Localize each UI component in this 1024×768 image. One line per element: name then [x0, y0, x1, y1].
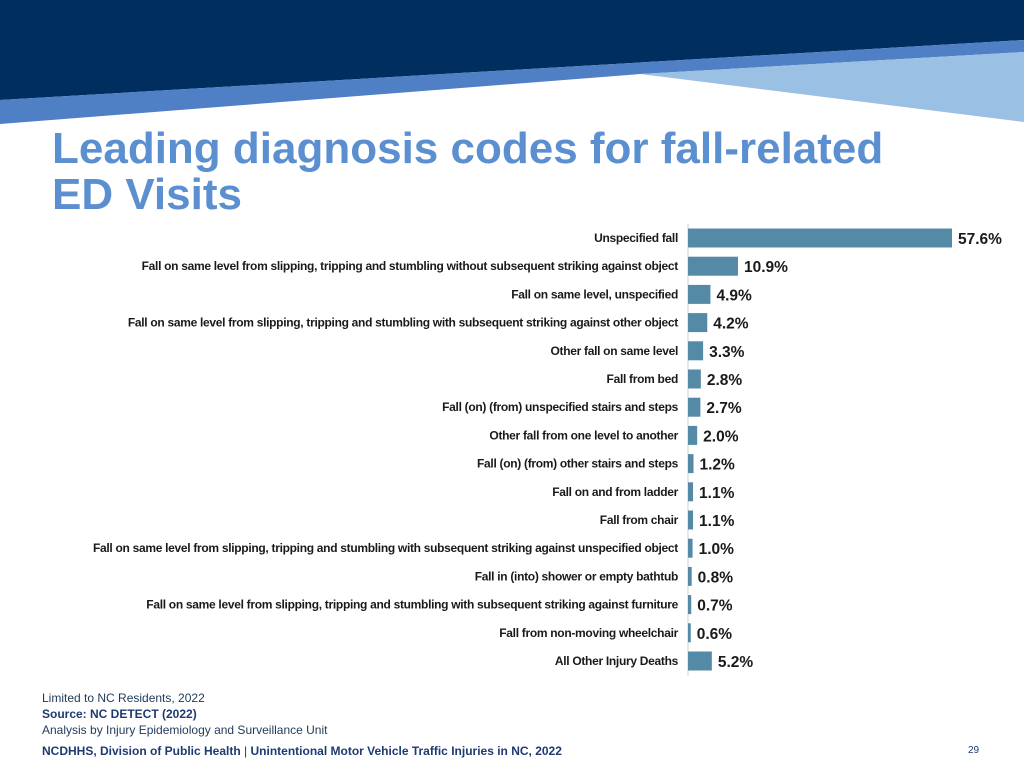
slide-title: Leading diagnosis codes for fall-related…: [52, 124, 884, 219]
value-label: 3.3%: [709, 344, 745, 361]
category-label: Other fall from one level to another: [489, 428, 678, 442]
category-label: Fall (on) (from) unspecified stairs and …: [442, 400, 678, 414]
bar: [688, 538, 693, 558]
category-label: Fall on same level from slipping, trippi…: [93, 541, 678, 555]
bar: [688, 313, 708, 333]
value-label: 4.2%: [713, 316, 749, 333]
value-label: 57.6%: [958, 231, 1002, 248]
category-label: Fall on same level from slipping, trippi…: [142, 259, 679, 273]
bar: [688, 256, 738, 276]
category-label: Fall on same level from slipping, trippi…: [128, 316, 678, 330]
bar: [688, 341, 704, 361]
bar: [688, 623, 691, 643]
bar: [688, 397, 701, 417]
value-label: 0.6%: [697, 626, 733, 643]
footer-org: NCDHHS, Division of Public Health: [42, 744, 241, 758]
bar: [688, 566, 692, 586]
value-label: 2.0%: [703, 428, 739, 445]
bar: [688, 595, 692, 615]
category-label: Fall from non-moving wheelchair: [499, 626, 678, 640]
bar: [688, 651, 712, 671]
category-label: Fall on and from ladder: [552, 485, 678, 499]
value-label: 1.2%: [700, 457, 736, 474]
category-label: Unspecified fall: [594, 231, 678, 245]
footer: NCDHHS, Division of Public Health | Unin…: [42, 744, 562, 758]
category-label: Other fall on same level: [550, 344, 678, 358]
bar: [688, 425, 698, 445]
bar: [688, 510, 694, 530]
category-label: Fall (on) (from) other stairs and steps: [477, 457, 679, 471]
footer-separator: |: [244, 744, 248, 758]
bars-layer: Unspecified fall 57.6% Fall on same level …: [93, 228, 1002, 671]
bar: [688, 284, 711, 304]
category-label: Fall on same level from slipping, trippi…: [146, 598, 678, 612]
bar: [688, 482, 694, 502]
bar: [688, 228, 952, 248]
bar: [688, 454, 694, 474]
page-number: 29: [968, 745, 980, 756]
bar-chart: Unspecified fall 57.6% Fall on same level …: [93, 224, 1002, 676]
category-label: Fall from bed: [607, 372, 678, 386]
footnote-source: Source: NC DETECT (2022): [42, 707, 197, 721]
value-label: 0.8%: [698, 569, 734, 586]
footnotes: Limited to NC Residents, 2022 Source: NC…: [42, 690, 327, 738]
value-label: 1.0%: [699, 541, 735, 558]
value-label: 4.9%: [716, 287, 752, 304]
value-label: 10.9%: [744, 259, 788, 276]
value-label: 2.7%: [706, 400, 742, 417]
category-label: Fall in (into) shower or empty bathtub: [475, 569, 678, 583]
footnote-analysis: Analysis by Injury Epidemiology and Surv…: [42, 723, 328, 737]
bar: [688, 369, 701, 389]
value-label: 5.2%: [718, 654, 754, 671]
value-label: 1.1%: [699, 513, 735, 530]
footnote-residents: Limited to NC Residents, 2022: [42, 691, 205, 705]
category-label: All Other Injury Deaths: [555, 654, 679, 668]
value-label: 2.8%: [707, 372, 743, 389]
value-label: 1.1%: [699, 485, 735, 502]
value-label: 0.7%: [697, 598, 733, 615]
footer-report: Unintentional Motor Vehicle Traffic Inju…: [250, 744, 562, 758]
header-banner: [0, 0, 1024, 124]
category-label: Fall from chair: [600, 513, 679, 527]
category-label: Fall on same level, unspecified: [511, 287, 678, 301]
